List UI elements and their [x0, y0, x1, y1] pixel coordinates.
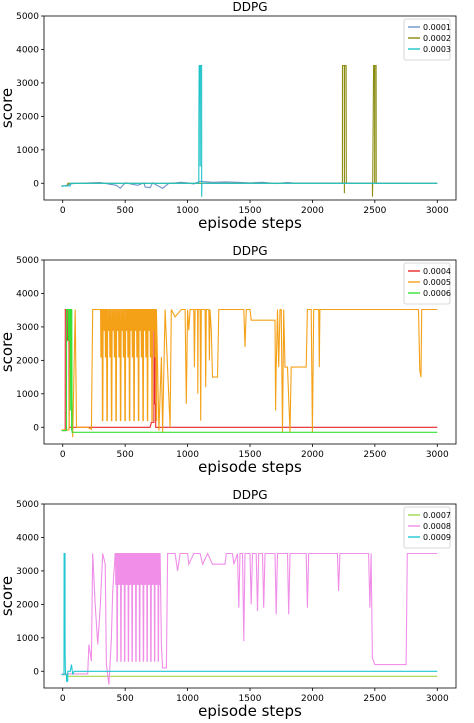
plot-frame	[43, 15, 457, 201]
legend-label: 0.0005	[423, 278, 451, 287]
x-tick-label: 2500	[363, 694, 386, 704]
x-tick-label: 3000	[426, 206, 449, 216]
y-tick-label: 1000	[16, 390, 39, 400]
legend-box	[403, 18, 451, 61]
series-group	[61, 308, 438, 438]
chart-title: DDPG	[232, 0, 267, 14]
x-tick-label: 2000	[301, 206, 324, 216]
series-line-0.0003	[61, 64, 438, 197]
y-tick-label: 2000	[16, 356, 39, 366]
x-tick-label: 500	[117, 694, 134, 704]
series-group	[61, 552, 438, 685]
y-axis-label: score	[0, 332, 16, 372]
y-tick-label: 0	[33, 667, 39, 677]
chart-panel-1: DDPG 0 500 1000 1500 2000 2500 3000 0 1000 2000 300…	[0, 0, 457, 232]
legend: 0.0007 0.0008 0.0009	[403, 506, 451, 549]
x-axis-label: episode steps	[198, 214, 302, 232]
x-tick-label: 500	[117, 450, 134, 460]
series-group	[61, 64, 438, 197]
x-tick-label: 3000	[426, 450, 449, 460]
y-tick-label: 4000	[16, 533, 39, 543]
y-tick-label: 3000	[16, 79, 39, 89]
y-tick-label: 5000	[16, 12, 39, 22]
y-tick-label: 5000	[16, 500, 39, 510]
series-line-0.0001	[61, 180, 438, 190]
legend-label: 0.0003	[423, 45, 451, 54]
y-axis-label: score	[0, 88, 16, 128]
legend-label: 0.0006	[423, 289, 451, 298]
x-tick-label: 2500	[363, 450, 386, 460]
x-tick-label: 2000	[301, 450, 324, 460]
legend-label: 0.0007	[423, 511, 451, 520]
x-tick-label: 0	[60, 450, 66, 460]
x-tick-label: 2500	[363, 206, 386, 216]
x-axis-label: episode steps	[198, 702, 302, 720]
y-tick-label: 3000	[16, 323, 39, 333]
series-line-0.0009	[61, 552, 438, 682]
x-tick-label: 1500	[239, 206, 262, 216]
chart-panel-2: DDPG 0 500 1000 1500 2000 2500 3000 0 1000 2000 300…	[0, 244, 457, 476]
legend-label: 0.0002	[423, 34, 451, 43]
legend-label: 0.0001	[423, 23, 451, 32]
series-line-0.0008	[61, 552, 438, 685]
x-tick-label: 3000	[426, 694, 449, 704]
y-tick-label: 0	[33, 423, 39, 433]
y-tick-label: 5000	[16, 256, 39, 266]
y-tick-label: 1000	[16, 146, 39, 156]
series-line-0.0007	[61, 674, 438, 677]
y-axis-label: score	[0, 576, 16, 616]
x-tick-label: 1000	[176, 694, 199, 704]
series-line-0.0002	[61, 64, 438, 197]
x-tick-label: 500	[117, 206, 134, 216]
legend-box	[403, 262, 451, 305]
legend-box	[403, 506, 451, 549]
x-tick-label: 1500	[239, 694, 262, 704]
chart-panel-3: DDPG 0 500 1000 1500 2000 2500 3000 0 1000 2000 300…	[0, 488, 457, 720]
y-tick-label: 3000	[16, 567, 39, 577]
y-tick-label: 2000	[16, 112, 39, 122]
x-tick-label: 1500	[239, 450, 262, 460]
y-tick-label: 2000	[16, 600, 39, 610]
series-line-0.0005	[61, 308, 438, 438]
legend-label: 0.0004	[423, 267, 451, 276]
legend-label: 0.0008	[423, 522, 451, 531]
y-tick-label: 1000	[16, 634, 39, 644]
chart-title: DDPG	[232, 488, 267, 502]
legend: 0.0001 0.0002 0.0003	[403, 18, 451, 61]
x-axis-label: episode steps	[198, 458, 302, 476]
x-tick-label: 0	[60, 206, 66, 216]
y-tick-label: 0	[33, 179, 39, 189]
x-tick-label: 2000	[301, 694, 324, 704]
chart-title: DDPG	[232, 244, 267, 258]
legend: 0.0004 0.0005 0.0006	[403, 262, 451, 305]
y-tick-label: 4000	[16, 45, 39, 55]
y-tick-label: 4000	[16, 289, 39, 299]
legend-label: 0.0009	[423, 533, 451, 542]
x-tick-label: 0	[60, 694, 66, 704]
series-line-0.0006	[61, 308, 438, 433]
x-tick-label: 1000	[176, 450, 199, 460]
x-tick-label: 1000	[176, 206, 199, 216]
